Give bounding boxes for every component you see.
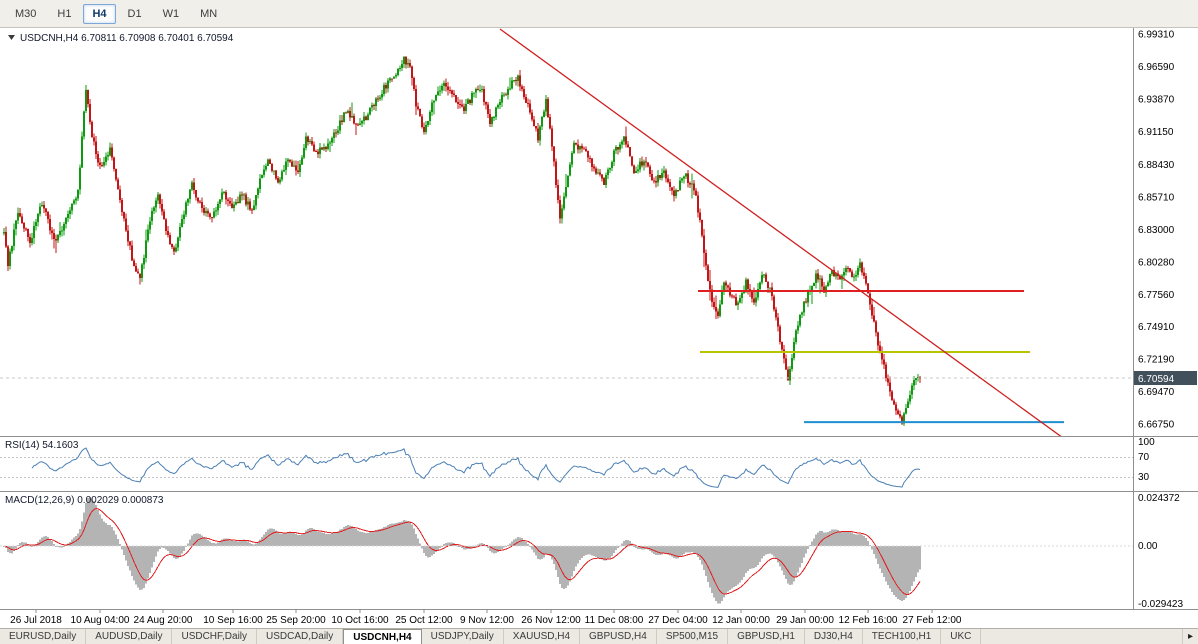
macd-axis-label: -0.029423 (1138, 599, 1183, 610)
chart-tab-usdcnh-h4[interactable]: USDCNH,H4 (343, 629, 422, 644)
time-axis-label: 25 Oct 12:00 (395, 615, 453, 626)
price-axis[interactable]: 6.99310 6.96590 6.93870 6.91150 6.88430 6.857… (1138, 30, 1175, 431)
time-axis-label: 11 Dec 08:00 (585, 615, 644, 626)
chart-tab-gbpusd-h4[interactable]: GBPUSD,H4 (580, 629, 657, 644)
macd-indicator-label: MACD(12,26,9) 0.002029 0.000873 (5, 495, 164, 506)
time-axis-label: 27 Dec 04:00 (648, 615, 708, 626)
time-axis-label: 10 Aug 04:00 (71, 615, 130, 626)
time-axis-label: 12 Feb 16:00 (839, 615, 898, 626)
chart-tabs-bar: EURUSD,Daily AUDUSD,Daily USDCHF,Daily USDC… (0, 628, 1198, 644)
symbol-dropdown-icon[interactable] (8, 35, 15, 40)
chart-tabs: EURUSD,Daily AUDUSD,Daily USDCHF,Daily USDC… (0, 629, 1182, 644)
chart-tab-ukc[interactable]: UKC (941, 629, 982, 644)
price-axis-label: 6.99310 (1138, 30, 1175, 41)
chart-annotations[interactable] (0, 28, 1133, 443)
chart-tab-usdchf-daily[interactable]: USDCHF,Daily (172, 629, 258, 644)
chart-title-ohlc: USDCNH,H4 6.70811 6.70908 6.70401 6.7059… (20, 33, 234, 44)
price-axis-label: 6.91150 (1138, 127, 1174, 138)
macd-series (0, 496, 1133, 604)
chart-tab-gbpusd-h1[interactable]: GBPUSD,H1 (728, 629, 805, 644)
rsi-axis-label: 70 (1138, 452, 1150, 463)
candlestick-series (3, 56, 921, 426)
chart-tab-eurusd-daily[interactable]: EURUSD,Daily (0, 629, 87, 644)
time-axis-label: 12 Jan 00:00 (712, 615, 770, 626)
price-axis-label: 6.80280 (1138, 257, 1175, 268)
timeframe-toolbar: M30 H1 H4 D1 W1 MN (0, 0, 1198, 28)
timeframe-button-h4[interactable]: H4 (83, 3, 116, 24)
chart-tab-tech100-h1[interactable]: TECH100,H1 (863, 629, 942, 644)
chart-area[interactable]: USDCNH,H4 6.70811 6.70908 6.70401 6.7059… (0, 28, 1198, 628)
time-axis-label: 27 Feb 12:00 (903, 615, 962, 626)
rsi-indicator-label: RSI(14) 54.1603 (5, 440, 79, 451)
chart-tab-xauusd-h4[interactable]: XAUUSD,H4 (504, 629, 581, 644)
time-axis-label: 10 Sep 16:00 (203, 615, 263, 626)
price-axis-label: 6.93870 (1138, 95, 1175, 106)
price-axis-label: 6.88430 (1138, 160, 1175, 171)
macd-axis[interactable]: 0.024372 0.00 -0.029423 (1138, 493, 1183, 610)
tab-scroll-right-icon[interactable]: ▸ (1181, 629, 1198, 644)
rsi-series (31, 447, 921, 488)
current-price-badge: 6.70594 (1134, 371, 1197, 385)
time-axis-label: 24 Aug 20:00 (134, 615, 193, 626)
rsi-axis-label: 30 (1138, 472, 1150, 483)
time-axis-label: 9 Nov 12:00 (460, 615, 514, 626)
rsi-axis[interactable]: 100 70 30 (1138, 437, 1155, 483)
time-axis-label: 26 Nov 12:00 (521, 615, 581, 626)
chart-tab-sp500-m15[interactable]: SP500,M15 (657, 629, 729, 644)
timeframe-button-mn[interactable]: MN (200, 7, 218, 20)
chart-tab-usdjpy-daily[interactable]: USDJPY,Daily (422, 629, 504, 644)
time-axis-label: 29 Jan 00:00 (776, 615, 834, 626)
time-axis-label: 25 Sep 20:00 (266, 615, 326, 626)
macd-axis-label: 0.00 (1138, 541, 1158, 552)
macd-axis-label: 0.024372 (1138, 493, 1180, 504)
price-axis-label: 6.77560 (1138, 290, 1175, 301)
chart-tab-usdcad-daily[interactable]: USDCAD,Daily (257, 629, 344, 644)
price-axis-label: 6.83000 (1138, 225, 1175, 236)
time-axis[interactable]: 26 Jul 2018 10 Aug 04:00 24 Aug 20:00 10 Se… (10, 609, 962, 626)
time-axis-label: 10 Oct 16:00 (331, 615, 389, 626)
timeframe-button-h1[interactable]: H1 (57, 7, 72, 20)
price-axis-label: 6.85710 (1138, 192, 1175, 203)
descending-trendline[interactable] (499, 28, 1070, 443)
chart-tab-dj30-h4[interactable]: DJ30,H4 (805, 629, 863, 644)
price-axis-label: 6.74910 (1138, 322, 1175, 333)
timeframe-button-m30[interactable]: M30 (15, 7, 37, 20)
timeframe-button-d1[interactable]: D1 (127, 7, 142, 20)
timeframe-button-w1[interactable]: W1 (162, 7, 180, 20)
price-axis-label: 6.96590 (1138, 62, 1175, 73)
rsi-axis-label: 100 (1138, 437, 1155, 448)
current-price-label: 6.70594 (1138, 374, 1175, 385)
price-axis-label: 6.69470 (1138, 387, 1175, 398)
chart-tab-audusd-daily[interactable]: AUDUSD,Daily (86, 629, 173, 644)
time-axis-label: 26 Jul 2018 (10, 615, 62, 626)
price-axis-label: 6.66750 (1138, 420, 1175, 431)
price-axis-label: 6.72190 (1138, 354, 1175, 365)
chart-background[interactable] (0, 28, 1198, 628)
